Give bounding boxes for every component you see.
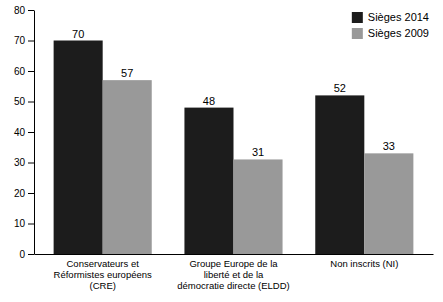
bar <box>184 108 233 254</box>
y-tick-mark <box>28 163 34 164</box>
y-tick-mark <box>28 102 34 103</box>
y-tick: 30 <box>14 157 34 168</box>
y-tick-mark <box>28 10 34 11</box>
x-tick: Non inscrits (NI) <box>330 258 398 269</box>
legend-item: Sièges 2014 <box>352 11 429 23</box>
y-tick-mark <box>28 224 34 225</box>
data-label: 33 <box>383 140 395 152</box>
y-tick-label: 70 <box>14 35 26 46</box>
y-tick-mark <box>28 132 34 133</box>
y-tick: 60 <box>14 66 34 77</box>
x-tick-label-line: démocratie directe (ELDD) <box>177 280 289 291</box>
legend-label: Sièges 2014 <box>368 11 429 23</box>
x-tick: Groupe Europe de laliberté et de ladémoc… <box>177 258 289 291</box>
bar-series <box>54 41 365 255</box>
y-tick-label: 60 <box>14 66 26 77</box>
bars <box>54 41 414 255</box>
legend-item: Sièges 2009 <box>352 27 429 39</box>
chart: 0 10 20 30 40 50 60 70 80 Conservateurs etRéformi… <box>0 0 443 302</box>
y-axis-line <box>34 11 35 255</box>
y-tick: 0 <box>19 249 34 260</box>
x-tick-label-line: liberté et de la <box>204 269 264 280</box>
x-tick-label-line: (CRE) <box>89 280 115 291</box>
legend-swatch <box>352 12 363 23</box>
y-tick-mark <box>28 41 34 42</box>
bar <box>103 80 152 254</box>
legend-swatch <box>352 28 363 39</box>
data-label: 31 <box>252 146 264 158</box>
y-tick-label: 10 <box>14 218 26 229</box>
legend-label: Sièges 2009 <box>368 27 429 39</box>
y-tick-label: 0 <box>19 249 25 260</box>
data-label: 70 <box>72 28 84 40</box>
x-axis-line <box>35 254 434 255</box>
bar <box>315 95 364 254</box>
x-tick-label: Groupe Europe de laliberté et de ladémoc… <box>177 258 289 291</box>
bar <box>364 153 413 254</box>
x-tick-label-line: Conservateurs et <box>67 258 140 269</box>
y-tick: 70 <box>14 35 34 46</box>
x-tick-label: Non inscrits (NI) <box>330 258 398 269</box>
plot: 0 10 20 30 40 50 60 70 80 Conservateurs etRéformi… <box>14 5 434 291</box>
y-tick: 20 <box>14 188 34 199</box>
y-tick-label: 30 <box>14 157 26 168</box>
y-tick: 10 <box>14 218 34 229</box>
y-tick: 40 <box>14 127 34 138</box>
bar-series <box>103 80 414 254</box>
y-tick-label: 80 <box>14 5 26 16</box>
y-tick-mark <box>28 71 34 72</box>
y-tick-mark <box>28 254 34 255</box>
x-tick-label: Conservateurs etRéformistes européens(CR… <box>54 258 152 291</box>
x-tick: Conservateurs etRéformistes européens(CR… <box>54 258 152 291</box>
y-tick: 80 <box>14 5 34 16</box>
data-label: 57 <box>121 67 133 79</box>
data-labels: 70 48 52 57 31 33 <box>72 28 395 159</box>
x-axis: Conservateurs etRéformistes européens(CR… <box>35 255 434 291</box>
data-label: 48 <box>203 95 215 107</box>
y-axis: 0 10 20 30 40 50 60 70 80 <box>14 5 35 260</box>
y-tick-mark <box>28 193 34 194</box>
y-tick-label: 40 <box>14 127 26 138</box>
x-tick-label-line: Non inscrits (NI) <box>330 258 398 269</box>
bar <box>54 41 103 255</box>
y-tick: 50 <box>14 96 34 107</box>
y-tick-label: 50 <box>14 96 26 107</box>
bar <box>234 159 283 254</box>
legend: Sièges 2014 Sièges 2009 <box>352 11 429 39</box>
x-tick-label-line: Groupe Europe de la <box>189 258 278 269</box>
x-tick-label-line: Réformistes européens <box>54 269 152 280</box>
y-tick-label: 20 <box>14 188 26 199</box>
data-label: 52 <box>334 82 346 94</box>
